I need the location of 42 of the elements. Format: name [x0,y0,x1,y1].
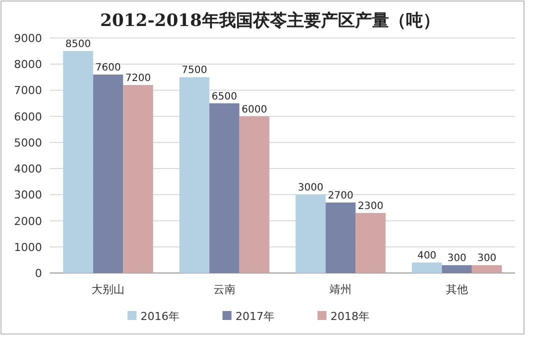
data-label: 400 [417,250,436,262]
bar [326,202,356,273]
y-tick-label: 2000 [14,214,42,228]
legend-label: 2016年 [140,310,180,323]
data-label: 7500 [182,65,208,76]
data-label: 7600 [95,62,121,74]
data-label: 7200 [125,73,151,84]
data-label: 3000 [298,182,324,194]
data-label: 6500 [212,91,238,102]
bar [296,194,326,273]
bar [239,116,270,273]
x-tick-label: 其他 [446,283,468,296]
y-tick-label: 4000 [14,162,42,176]
y-tick-label: 5000 [14,136,42,150]
y-tick-label: 3000 [14,188,42,202]
y-tick-label: 9000 [14,32,42,45]
x-tick-label: 云南 [213,283,236,296]
y-tick-label: 1000 [14,240,42,254]
data-label: 300 [447,253,466,264]
bar [442,265,472,273]
bar [63,51,94,273]
bar [123,85,154,273]
x-tick-label: 大别山 [92,283,125,296]
chart-title: 2012-2018年我国茯苓主要产区产量（吨） [100,11,440,31]
bar [412,262,442,273]
y-tick-label: 6000 [14,110,42,124]
legend-label: 2017年 [236,310,274,323]
y-tick-label: 7000 [14,84,42,98]
data-label: 6000 [242,104,268,116]
data-label: 300 [477,253,496,264]
data-label: 2300 [358,200,384,212]
data-label: 8500 [65,39,91,50]
bar [472,265,502,273]
bar [356,212,386,273]
bar [179,77,210,273]
y-tick-label: 0 [35,267,42,280]
x-tick-label: 靖州 [330,283,352,296]
data-label: 2700 [328,190,354,202]
y-tick-label: 8000 [14,58,42,72]
bar [93,74,124,273]
legend-label: 2018年 [330,310,370,323]
bar [209,103,240,273]
